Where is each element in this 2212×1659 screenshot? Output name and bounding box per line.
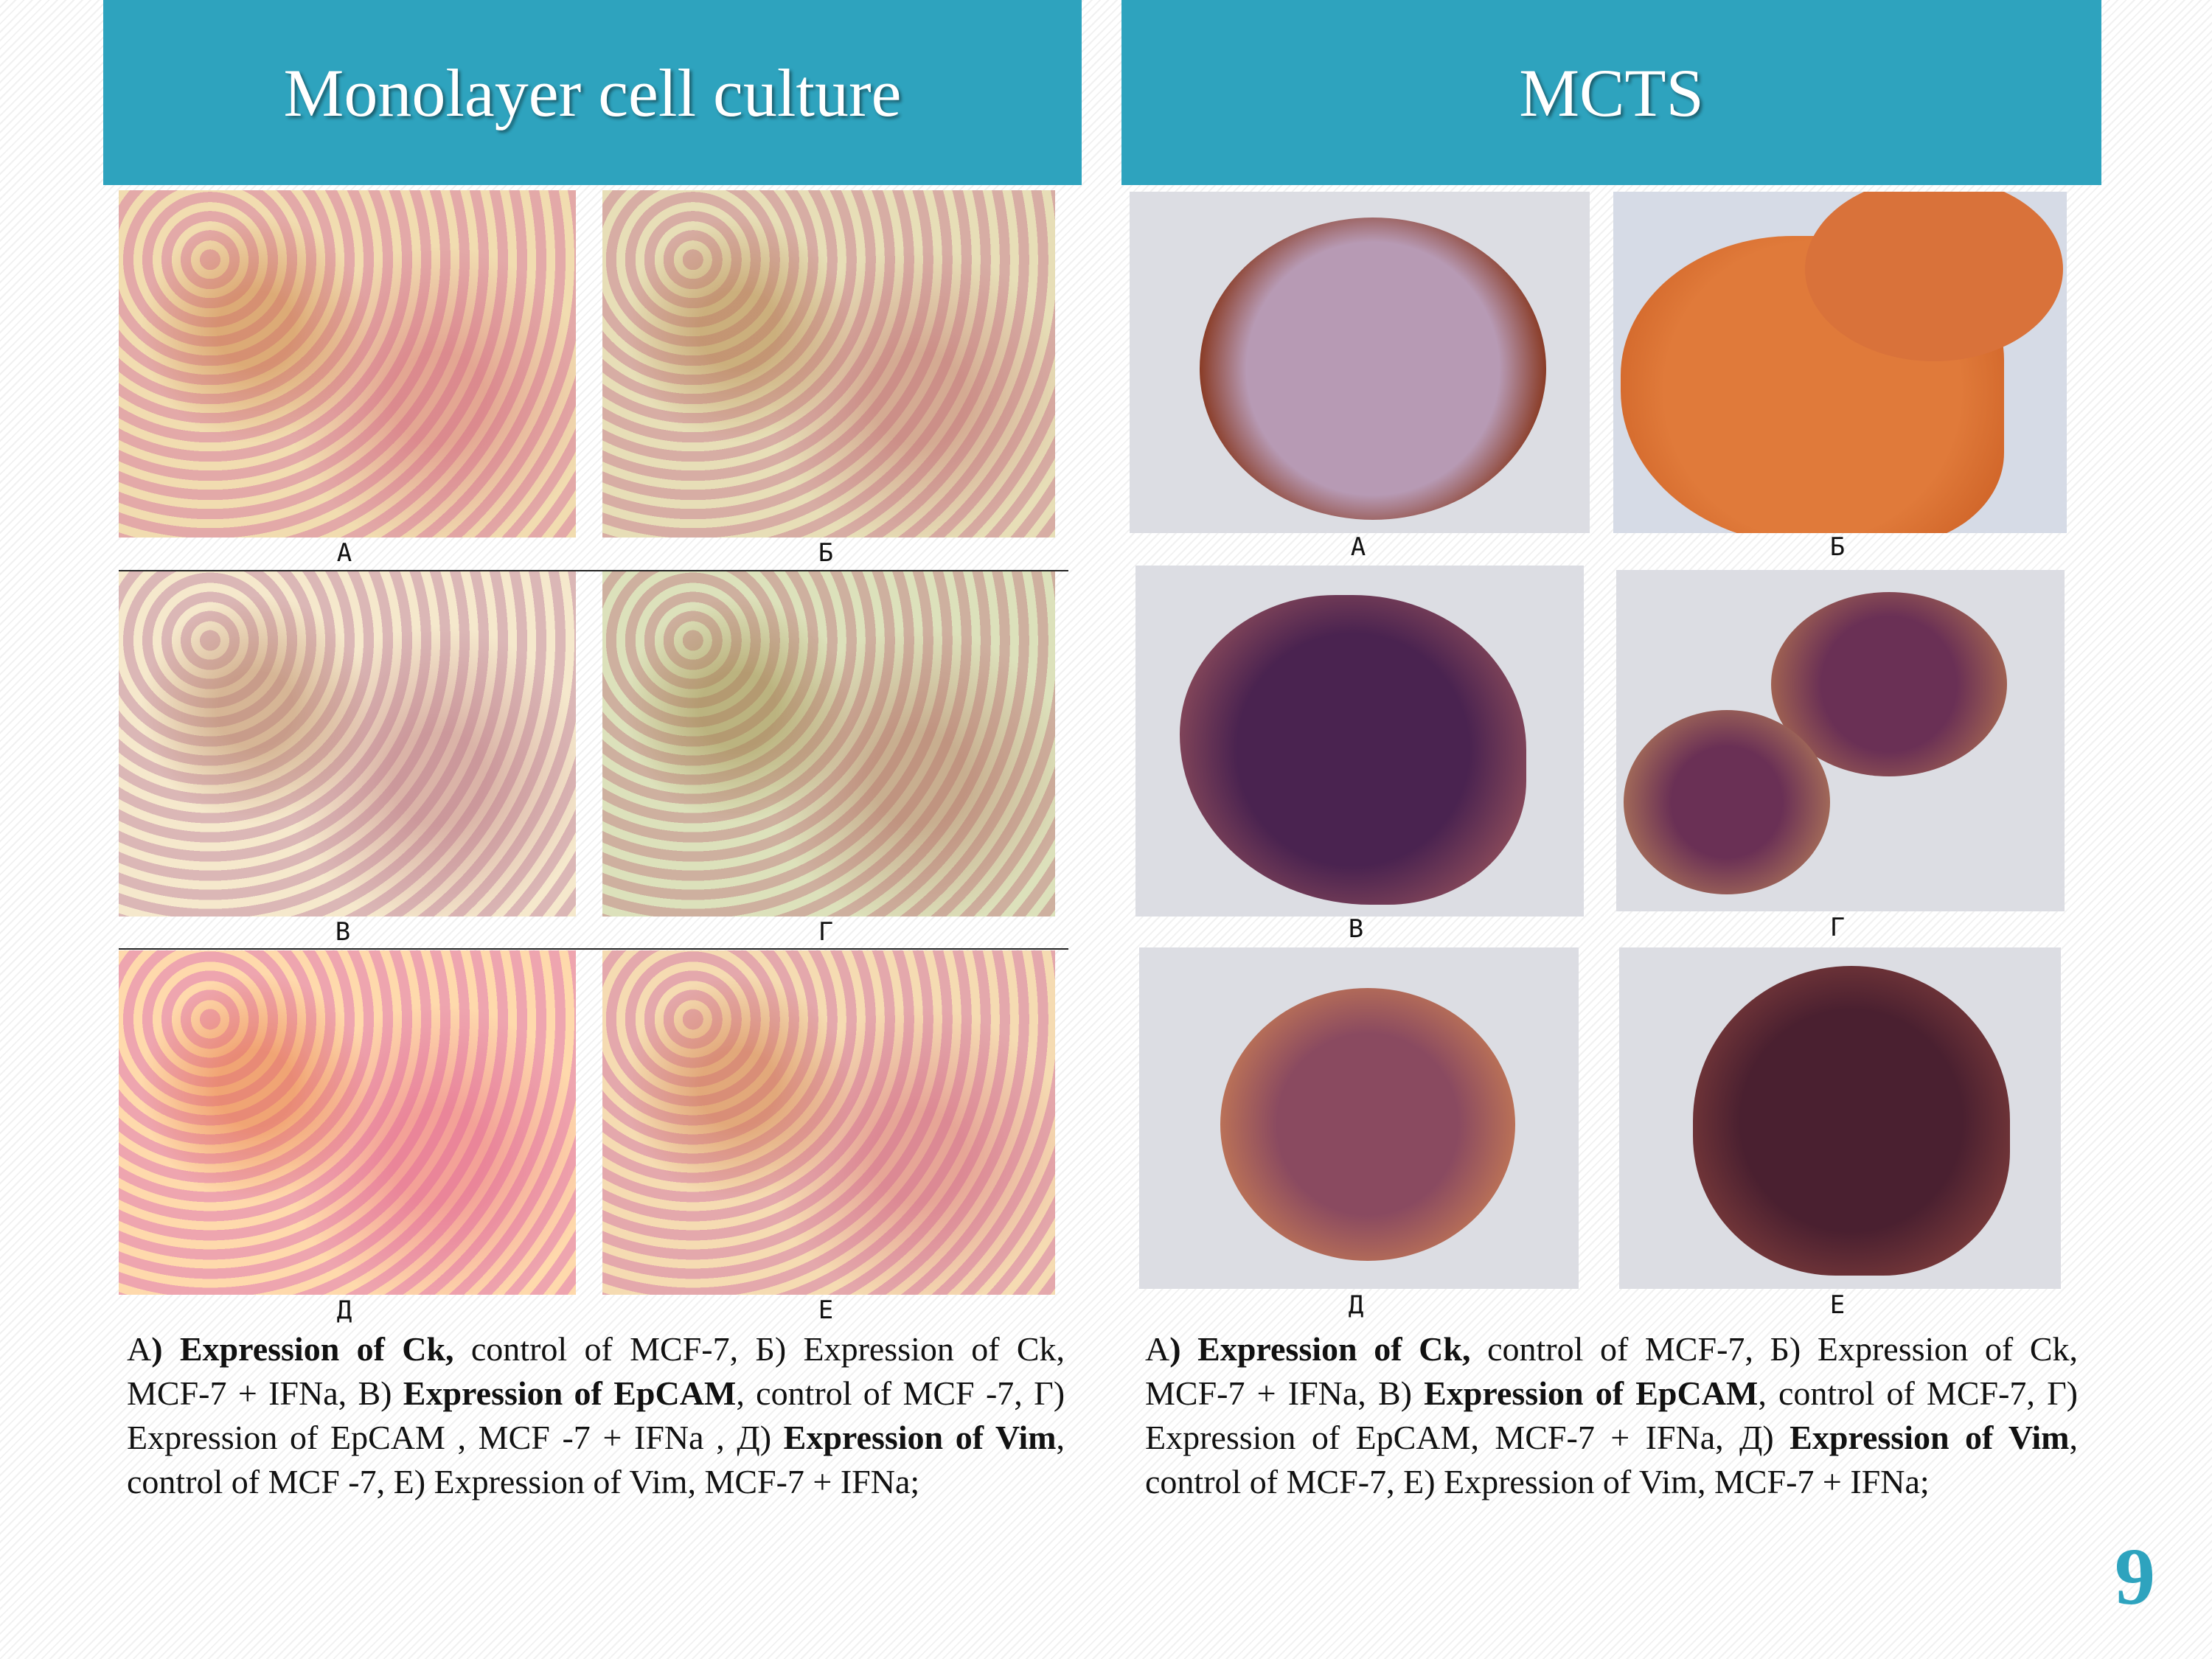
caption-text: , control of MCF-7, Г) Expression of EpC… bbox=[1145, 1374, 2078, 1456]
page-number: 9 bbox=[2115, 1531, 2155, 1621]
micrograph bbox=[119, 950, 576, 1295]
divider bbox=[119, 570, 1068, 571]
micrograph bbox=[1613, 192, 2067, 533]
image-label: Е bbox=[818, 1295, 834, 1325]
caption-text: А bbox=[127, 1330, 152, 1368]
divider bbox=[119, 948, 1068, 950]
image-label: В bbox=[1348, 914, 1364, 944]
micrograph bbox=[1130, 192, 1590, 533]
caption-text: Expression of Vim bbox=[1790, 1419, 2070, 1456]
micrograph bbox=[119, 571, 576, 917]
caption-text: Expression of EpCAM bbox=[403, 1374, 737, 1412]
image-label: Б bbox=[1829, 532, 1846, 562]
caption-text: Expression of Vim bbox=[783, 1419, 1057, 1456]
image-label: В bbox=[335, 917, 351, 947]
image-label: Е bbox=[1829, 1290, 1846, 1320]
header: Monolayer cell culture bbox=[103, 0, 1082, 185]
micrograph bbox=[602, 571, 1055, 917]
caption: А) Expression of Ck, control of MCF-7, Б… bbox=[1145, 1327, 2078, 1504]
caption-text: control of MCF-7, Б) Expression of Ck, M… bbox=[127, 1330, 1065, 1412]
micrograph bbox=[602, 190, 1055, 538]
micrograph bbox=[1616, 570, 2065, 911]
micrograph bbox=[119, 190, 576, 538]
micrograph bbox=[602, 950, 1055, 1295]
micrograph bbox=[1139, 947, 1579, 1289]
image-label: А bbox=[1350, 532, 1366, 562]
caption-text: , control of MCF-7, Е) Expression of Vim… bbox=[1145, 1419, 2078, 1500]
image-label: Г bbox=[1829, 913, 1846, 942]
header: MCTS bbox=[1121, 0, 2101, 185]
caption-text: Expression of EpCAM bbox=[1424, 1374, 1759, 1412]
caption-text: ) Expression of Ck, bbox=[1169, 1330, 1471, 1368]
caption-text: ) Expression of Ck, bbox=[151, 1330, 454, 1368]
caption: А) Expression of Ck, control of MCF-7, Б… bbox=[127, 1327, 1065, 1504]
micrograph bbox=[1135, 566, 1584, 917]
image-label: А bbox=[336, 538, 352, 568]
caption-text: А bbox=[1145, 1330, 1170, 1368]
image-label: Б bbox=[818, 538, 834, 568]
caption-text: , control of MCF -7, Г) Expression of Ep… bbox=[127, 1374, 1065, 1456]
caption-text: control of MCF-7, Б) Expression of Ck, M… bbox=[1145, 1330, 2078, 1412]
caption-text: , control of MCF -7, Е) Expression of Vi… bbox=[127, 1419, 1065, 1500]
micrograph bbox=[1619, 947, 2061, 1289]
image-label: Г bbox=[818, 917, 834, 947]
image-label: Д bbox=[1348, 1290, 1364, 1320]
image-label: Д bbox=[336, 1295, 352, 1325]
